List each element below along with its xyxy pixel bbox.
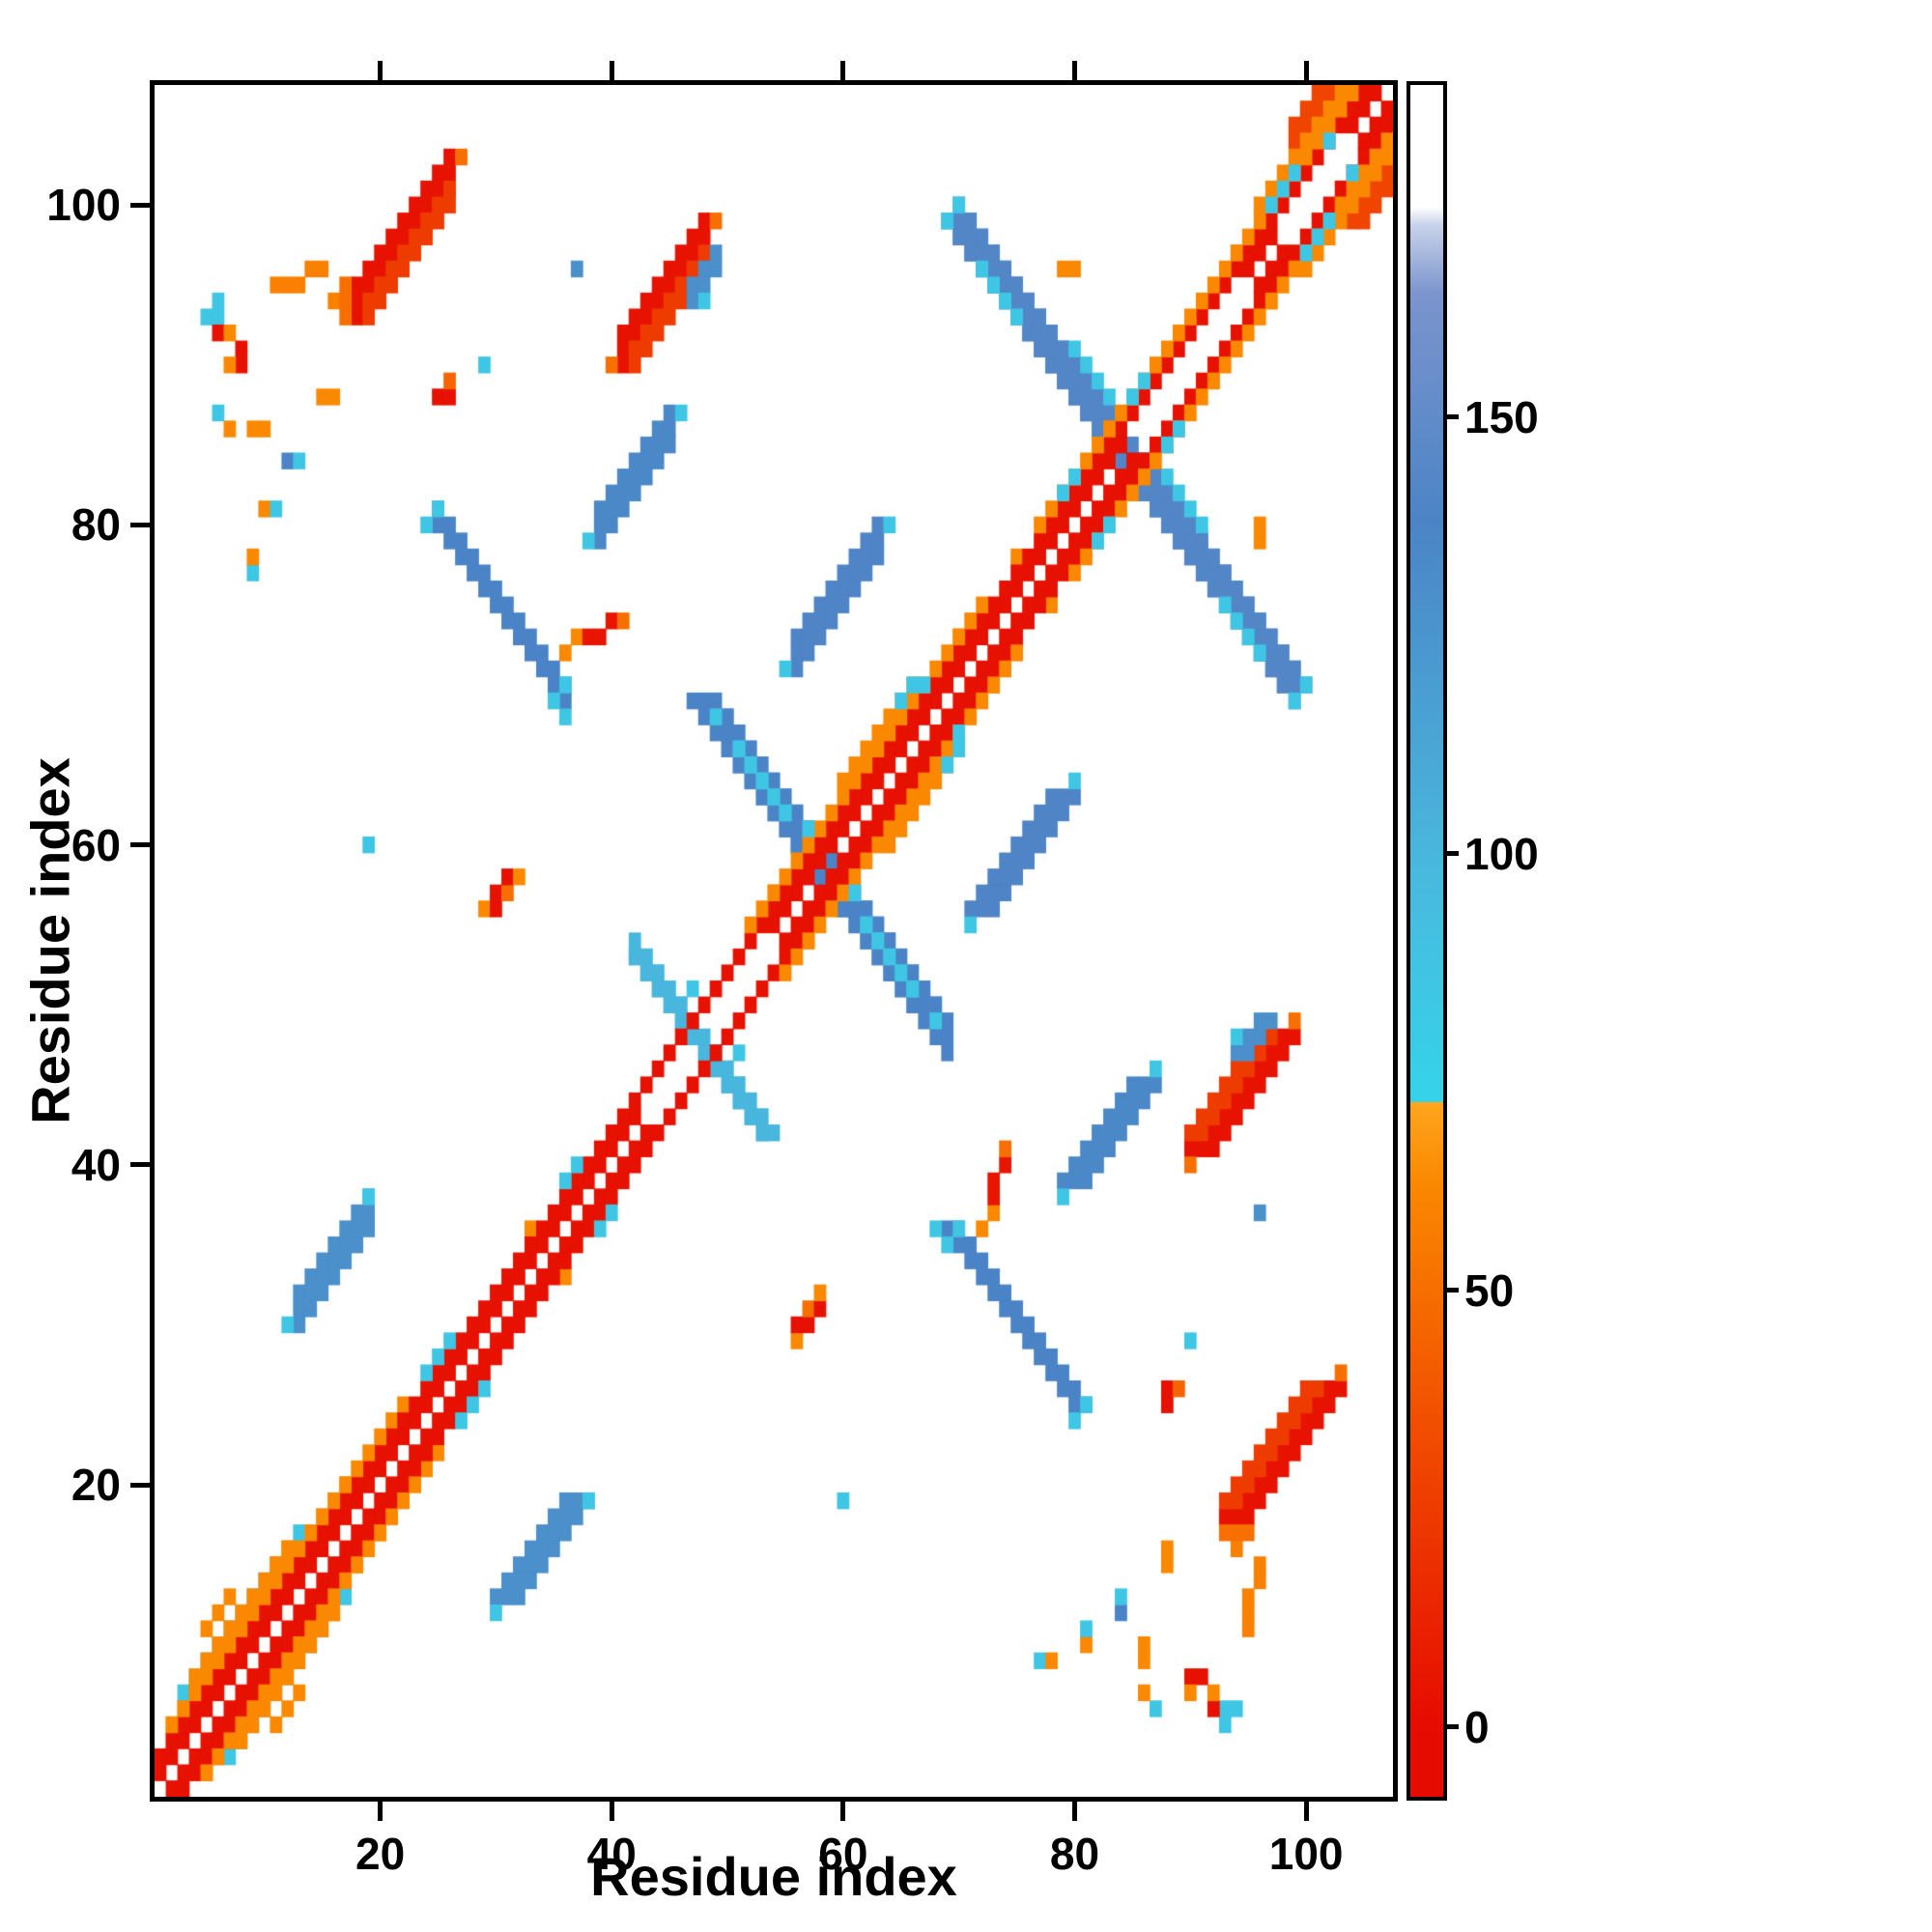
x-tick-mark bbox=[1072, 1802, 1077, 1821]
x-tick-mark-top bbox=[840, 61, 846, 80]
x-tick-label: 40 bbox=[586, 1829, 637, 1879]
y-tick-label: 40 bbox=[71, 1139, 121, 1190]
y-tick-mark bbox=[130, 1482, 150, 1488]
y-tick-mark bbox=[130, 842, 150, 848]
y-tick-mark bbox=[130, 1162, 150, 1168]
colorbar-canvas bbox=[1410, 85, 1443, 1797]
y-tick-mark bbox=[130, 202, 150, 208]
x-tick-label: 20 bbox=[355, 1829, 406, 1879]
y-tick-label: 20 bbox=[71, 1460, 121, 1511]
y-axis-label: Residue index bbox=[19, 757, 81, 1124]
x-tick-mark-top bbox=[378, 61, 384, 80]
colorbar-tick-label: 150 bbox=[1464, 391, 1539, 442]
heatmap-canvas bbox=[155, 85, 1393, 1797]
colorbar-tick-mark bbox=[1447, 414, 1459, 420]
x-tick-label: 80 bbox=[1049, 1829, 1100, 1879]
x-tick-mark-top bbox=[609, 61, 614, 80]
y-tick-label: 100 bbox=[46, 180, 121, 231]
x-tick-mark bbox=[840, 1802, 846, 1821]
plot-frame bbox=[150, 80, 1398, 1802]
x-tick-mark bbox=[1303, 1802, 1309, 1821]
x-tick-mark bbox=[609, 1802, 614, 1821]
colorbar-tick-mark bbox=[1447, 851, 1459, 857]
x-tick-mark-top bbox=[1072, 61, 1077, 80]
x-tick-label: 100 bbox=[1268, 1829, 1344, 1879]
x-tick-mark-top bbox=[1303, 61, 1309, 80]
colorbar-tick-label: 50 bbox=[1464, 1264, 1515, 1316]
colorbar-tick-mark bbox=[1447, 1288, 1459, 1293]
colorbar-tick-label: 100 bbox=[1464, 828, 1539, 879]
colorbar-frame bbox=[1406, 81, 1447, 1801]
y-tick-label: 80 bbox=[71, 499, 121, 551]
colorbar-tick-mark bbox=[1447, 1724, 1459, 1730]
x-axis-label: Residue index bbox=[590, 1846, 957, 1907]
y-tick-label: 60 bbox=[71, 819, 121, 870]
y-tick-mark bbox=[130, 522, 150, 527]
colorbar-tick-label: 0 bbox=[1464, 1701, 1490, 1752]
x-tick-mark bbox=[378, 1802, 384, 1821]
x-tick-label: 60 bbox=[818, 1829, 868, 1879]
